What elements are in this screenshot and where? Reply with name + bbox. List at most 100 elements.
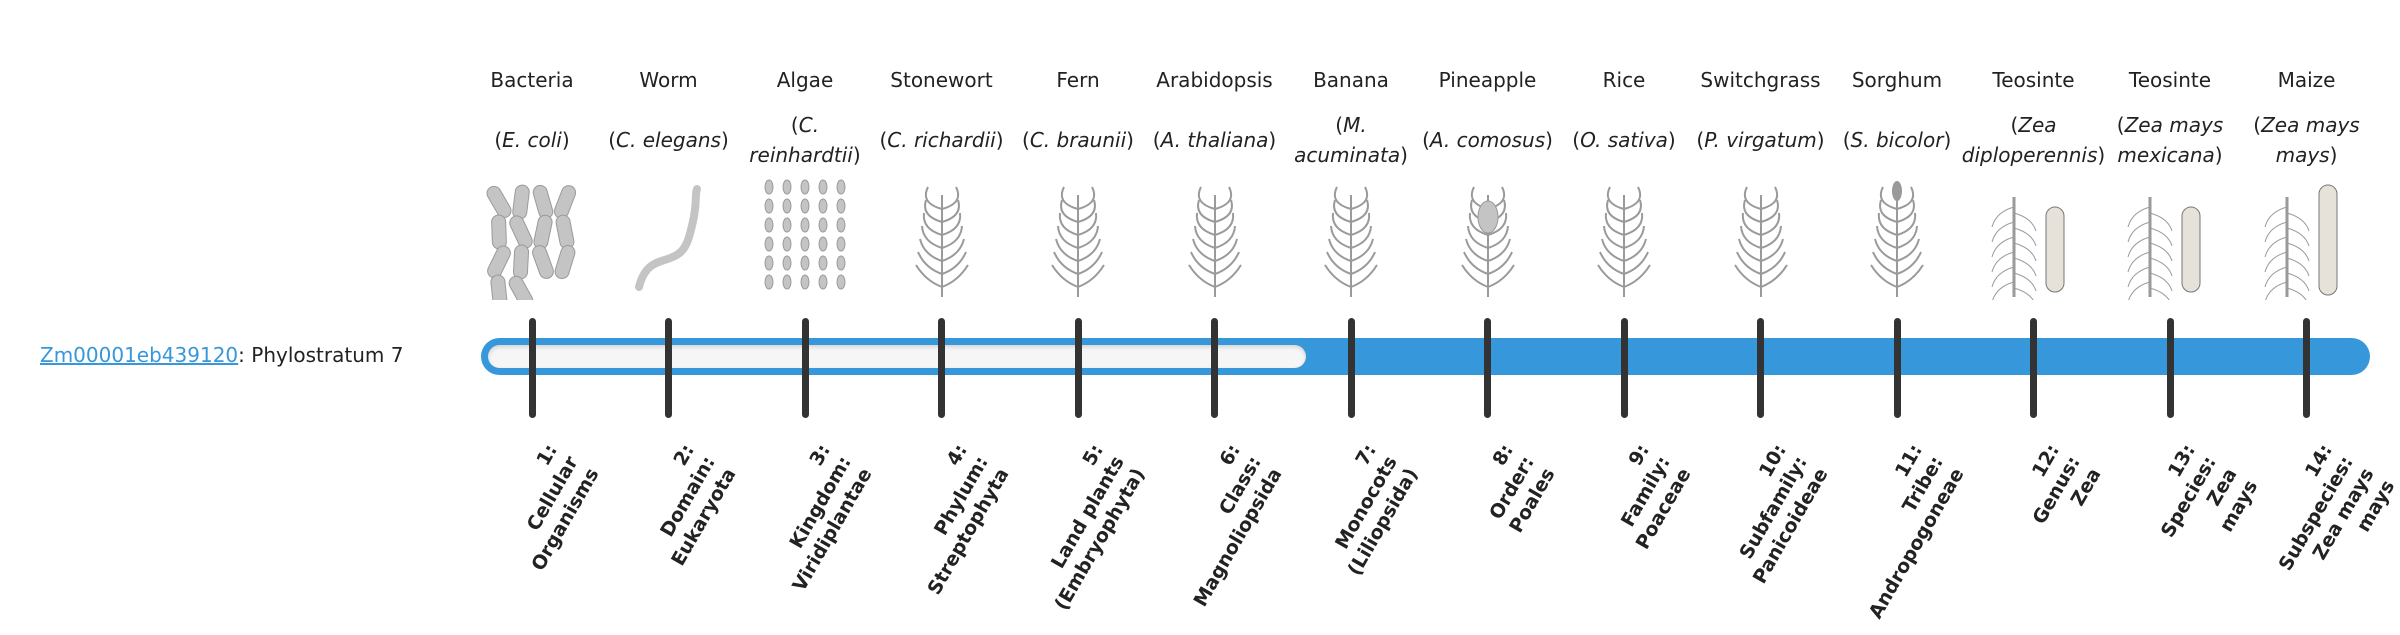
organism-common-name: Maize (2277, 68, 2336, 92)
organism-common-name: Stonewort (890, 68, 993, 92)
stratum-rank-label: 12: Genus: Zea (1959, 440, 2106, 623)
fern-illustration (1008, 177, 1148, 300)
species-text: (C. richardii) (879, 128, 1004, 152)
stratum-tick[interactable] (1211, 318, 1218, 418)
stratum-tick[interactable] (528, 318, 536, 418)
organism-species-name: (P. virgatum) (1691, 110, 1831, 170)
organism-species-name: (Zea mays mexicana) (2100, 110, 2240, 170)
phylostratum-text: : Phylostratum 7 (238, 343, 404, 367)
organism-common-name: Banana (1313, 68, 1389, 92)
stratum-rank-label: 7: Monocots (Liliopsida) (1276, 440, 1423, 623)
stratum-rank-label: 5: Land plants (Embryophyta) (1003, 440, 1150, 623)
species-text: (Zea mays mexicana) (2116, 113, 2224, 167)
organism-common-name: Bacteria (490, 68, 574, 92)
species-text: (Zea diploperennis) (1961, 113, 2106, 167)
species-text: (E. coli) (494, 128, 570, 152)
stratum-tick[interactable] (2166, 318, 2174, 418)
species-text: (C. braunii) (1022, 128, 1134, 152)
stratum-rank-label: 3: Kingdom: Viridiplantae (730, 440, 877, 623)
species-italic: O. sativa (1580, 128, 1668, 152)
organism-common-name: Pineapple (1438, 68, 1537, 92)
species-italic: C. braunii (1029, 128, 1127, 152)
species-italic: S. bicolor (1850, 128, 1944, 152)
stratum-rank-label: 13: Species: Zea mays (2095, 440, 2263, 635)
organism-common-name: Fern (1056, 68, 1100, 92)
rice-illustration (1554, 177, 1694, 300)
species-italic: P. virgatum (1704, 128, 1817, 152)
banana-illustration (1281, 177, 1421, 300)
stratum-rank-label: 1: Cellular Organisms (457, 440, 604, 623)
stratum-tick[interactable] (801, 318, 809, 418)
stratum-tick[interactable] (1484, 318, 1491, 418)
organism-species-name: (E. coli) (462, 110, 602, 170)
organism-common-name: Rice (1602, 68, 1646, 92)
gene-link[interactable]: Zm00001eb439120 (40, 343, 239, 367)
organism-species-name: (C. richardii) (872, 110, 1012, 170)
algae-illustration (735, 177, 875, 300)
stratum-tick[interactable] (2030, 318, 2037, 418)
organism-common-name: Worm (639, 68, 698, 92)
organism-common-name: Switchgrass (1700, 68, 1821, 92)
species-text: (A. comosus) (1422, 128, 1553, 152)
organism-species-name: (S. bicolor) (1827, 110, 1967, 170)
stratum-tick[interactable] (1347, 318, 1355, 418)
organism-species-name: (A. comosus) (1418, 110, 1558, 170)
gene-label: Zm00001eb439120: Phylostratum 7 (40, 340, 403, 370)
species-italic: Zea diploperennis (1961, 113, 2098, 167)
species-italic: A. thaliana (1160, 128, 1269, 152)
species-italic: C. richardii (887, 128, 996, 152)
stratum-tick[interactable] (1620, 318, 1628, 418)
species-italic: E. coli (502, 128, 562, 152)
pineapple-illustration (1418, 177, 1558, 300)
organism-species-name: (C. reinhardtii) (735, 110, 875, 170)
organism-species-name: (O. sativa) (1554, 110, 1694, 170)
organism-common-name: Teosinte (1992, 68, 2075, 92)
organism-common-name: Sorghum (1851, 68, 1943, 92)
species-italic: A. comosus (1429, 128, 1546, 152)
species-italic: M. acuminata (1294, 113, 1401, 167)
organism-common-name: Teosinte (2128, 68, 2212, 92)
stratum-rank-label: 2: Domain: Eukaryota (594, 440, 741, 623)
stratum-rank-label: 9: Family: Poaceae (1549, 440, 1696, 623)
stratum-tick[interactable] (1893, 318, 1901, 418)
maize-illustration (2237, 177, 2377, 307)
stratum-rank-label: 6: Class: Magnoliopsida (1140, 440, 1287, 623)
organism-common-name: Arabidopsis (1156, 68, 1273, 92)
sorghum-illustration (1827, 177, 1967, 300)
bacteria-illustration (462, 177, 602, 310)
species-italic: Zea mays mays (2261, 113, 2360, 167)
species-italic: C. reinhardtii (749, 113, 853, 167)
stonewort-illustration (872, 177, 1012, 300)
stratum-tick[interactable] (665, 318, 672, 418)
organism-common-name: Algae (776, 68, 834, 92)
species-italic: Zea mays mexicana (2117, 113, 2224, 167)
stratum-rank-label: 8: Order: Poales (1413, 440, 1560, 623)
species-text: (Zea mays mays) (2253, 113, 2360, 167)
species-text: (M. acuminata) (1294, 113, 1408, 167)
species-text: (A. thaliana) (1152, 128, 1277, 152)
teosinte-illustration (1964, 177, 2104, 307)
organism-species-name: (Zea mays mays) (2237, 110, 2377, 170)
arabidopsis-illustration (1145, 177, 1285, 300)
stratum-tick[interactable] (938, 318, 945, 418)
switchgrass-illustration (1691, 177, 1831, 300)
organism-species-name: (C. braunii) (1008, 110, 1148, 170)
teosinte-illustration (2100, 177, 2240, 307)
stratum-rank-label: 11: Tribe: Andropogoneae (1822, 440, 1969, 623)
organism-species-name: (Zea diploperennis) (1961, 110, 2106, 170)
species-text: (P. virgatum) (1696, 128, 1825, 152)
stratum-tick[interactable] (2303, 318, 2310, 418)
organism-species-name: (A. thaliana) (1145, 110, 1285, 170)
stratum-tick[interactable] (1757, 318, 1764, 418)
organism-species-name: (C. elegans) (599, 110, 739, 170)
species-text: (O. sativa) (1572, 128, 1676, 152)
organism-species-name: (M. acuminata) (1281, 110, 1421, 170)
stratum-rank-label: 4: Phylum: Streptophyta (867, 440, 1014, 623)
species-text: (C. elegans) (608, 128, 729, 152)
stratum-tick[interactable] (1074, 318, 1082, 418)
stratum-rank-label: 14: Subspecies: Zea mays mays (2232, 440, 2400, 635)
species-text: (S. bicolor) (1842, 128, 1952, 152)
species-italic: C. elegans (616, 128, 721, 152)
timeline-unmatched-segment (488, 345, 1306, 368)
species-text: (C. reinhardtii) (749, 113, 861, 167)
